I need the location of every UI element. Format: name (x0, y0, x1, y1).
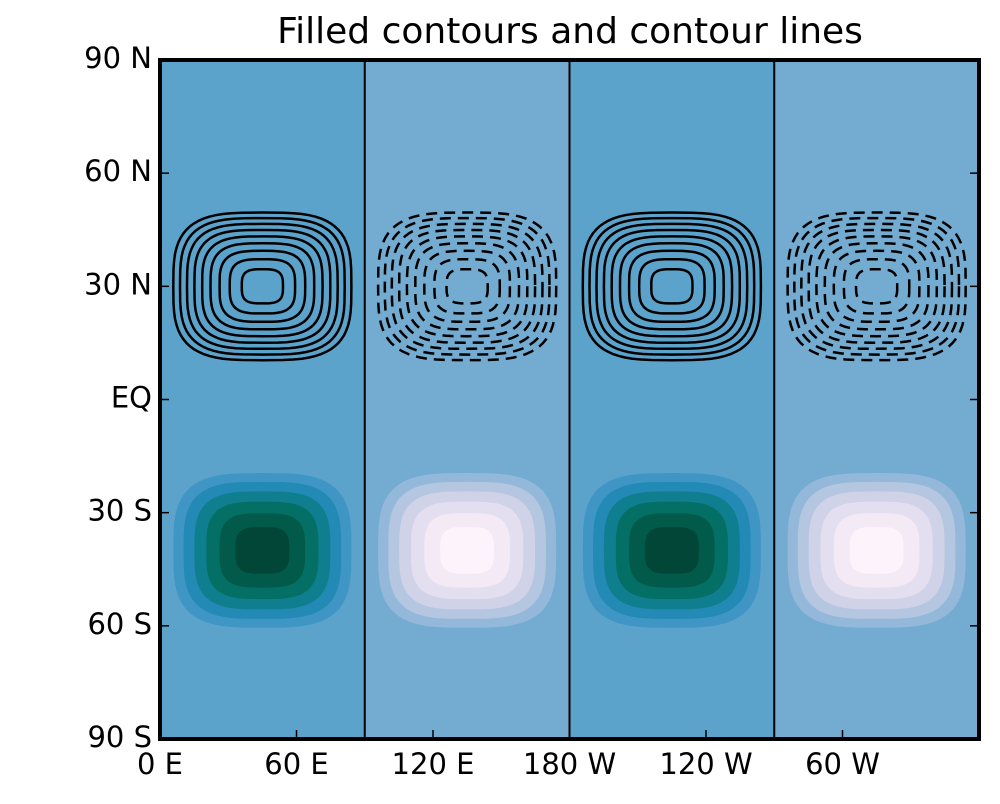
contour-line (627, 249, 716, 324)
contour-line (397, 228, 537, 344)
contour-line (650, 268, 694, 305)
contour-line (228, 257, 297, 315)
filled-contour (440, 527, 495, 574)
background-band (160, 60, 365, 739)
contour-line (588, 216, 756, 356)
contour-line (595, 222, 749, 351)
contour-line (815, 235, 939, 338)
filled-contour (235, 527, 290, 574)
contour-line (390, 222, 544, 351)
contour-line (602, 228, 742, 344)
x-tick-label: 120 W (659, 747, 752, 781)
contour-line (581, 211, 763, 362)
plot-frame (158, 58, 981, 741)
contour-line (610, 235, 734, 338)
contour-line (637, 257, 706, 315)
x-tick-label: 180 W (523, 747, 616, 781)
contour-line (383, 216, 551, 356)
filled-contour (644, 527, 699, 574)
contour-line (193, 228, 332, 344)
contour-line (793, 216, 961, 356)
contour-line (445, 268, 489, 305)
contour-line (185, 222, 339, 351)
contour-line (178, 216, 346, 356)
chart-title: Filled contours and contour lines (277, 11, 863, 52)
y-tick-label: EQ (111, 381, 152, 415)
contour-line (240, 268, 285, 305)
x-tick-label: 60 W (805, 747, 880, 781)
y-tick-label: 90 N (84, 41, 152, 75)
y-tick-label: 30 N (84, 267, 152, 301)
contour-line (218, 249, 307, 324)
contour-line (618, 242, 725, 331)
contour-line (172, 211, 353, 362)
contour-line (200, 235, 324, 338)
contour-line (414, 242, 521, 331)
contour-line (376, 211, 558, 362)
contour-line (786, 211, 967, 362)
y-tick-label: 60 N (84, 154, 152, 188)
contour-line (832, 249, 921, 324)
y-tick-label: 60 S (87, 607, 152, 641)
x-tick-label: 0 E (137, 747, 183, 781)
y-tick-label: 30 S (87, 494, 152, 528)
background-band (569, 60, 775, 739)
axes: 90 N 60 N 30 N EQ 30 S 60 S 90 S0 E 60 E 120 E 18… (84, 41, 981, 781)
x-tick-label: 120 E (392, 747, 475, 781)
contour-line (405, 235, 529, 338)
filled-contour (849, 527, 904, 574)
contour-line (823, 242, 930, 331)
y-tick-label: 90 S (87, 720, 152, 754)
contour-line (209, 242, 316, 331)
contour-line (807, 228, 946, 344)
contour-line (423, 249, 512, 324)
background-band (774, 60, 979, 739)
plot-area (160, 60, 979, 739)
x-tick-label: 60 E (264, 747, 328, 781)
background-band (364, 60, 570, 739)
contour-line (854, 268, 899, 305)
contour-line (800, 222, 954, 351)
